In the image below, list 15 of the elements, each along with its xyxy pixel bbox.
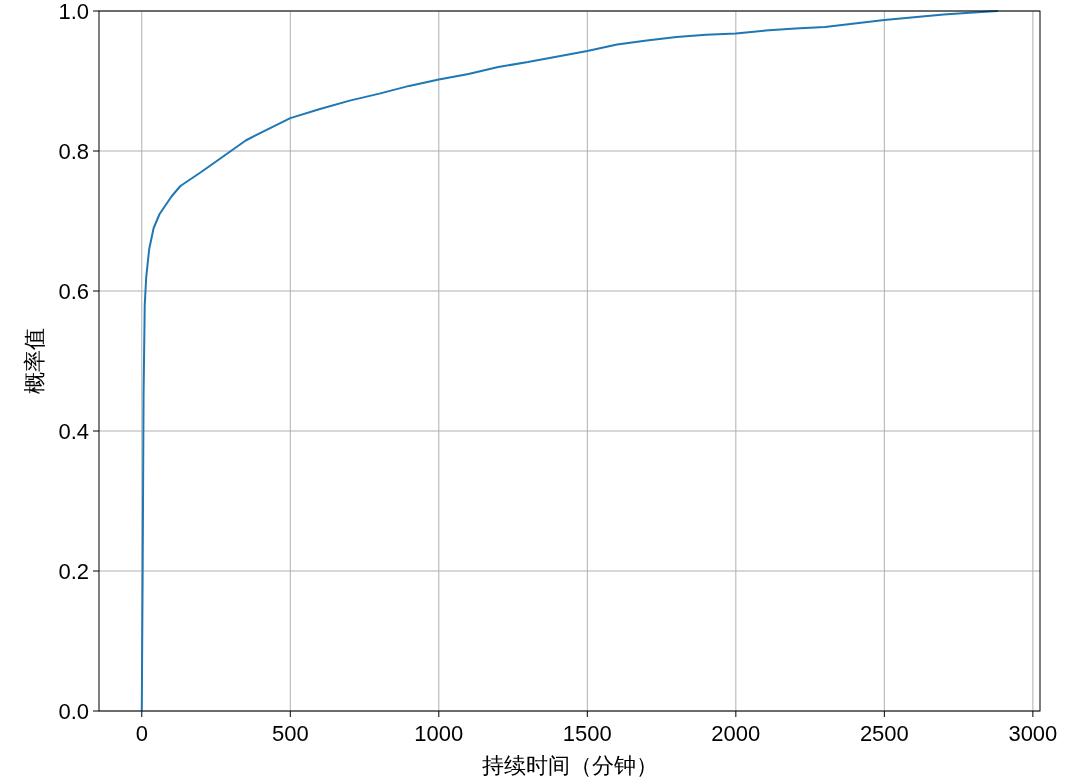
x-axis-title: 持续时间（分钟）	[481, 753, 658, 778]
y-axis-title: 概率值	[22, 328, 47, 394]
y-tick-label: 0.4	[58, 419, 89, 444]
x-tick-label: 3000	[1008, 721, 1058, 746]
x-tick-label: 1000	[414, 721, 464, 746]
x-tick-label: 2000	[711, 721, 761, 746]
y-tick-label: 0.0	[58, 699, 89, 724]
x-tick-label: 1500	[562, 721, 612, 746]
x-tick-label: 2500	[859, 721, 909, 746]
y-tick-label: 1.0	[58, 0, 89, 24]
x-tick-label: 0	[135, 721, 148, 746]
y-tick-label: 0.6	[58, 279, 89, 304]
x-tick-label: 500	[271, 721, 309, 746]
y-tick-label: 0.8	[58, 139, 89, 164]
y-tick-label: 0.2	[58, 559, 89, 584]
